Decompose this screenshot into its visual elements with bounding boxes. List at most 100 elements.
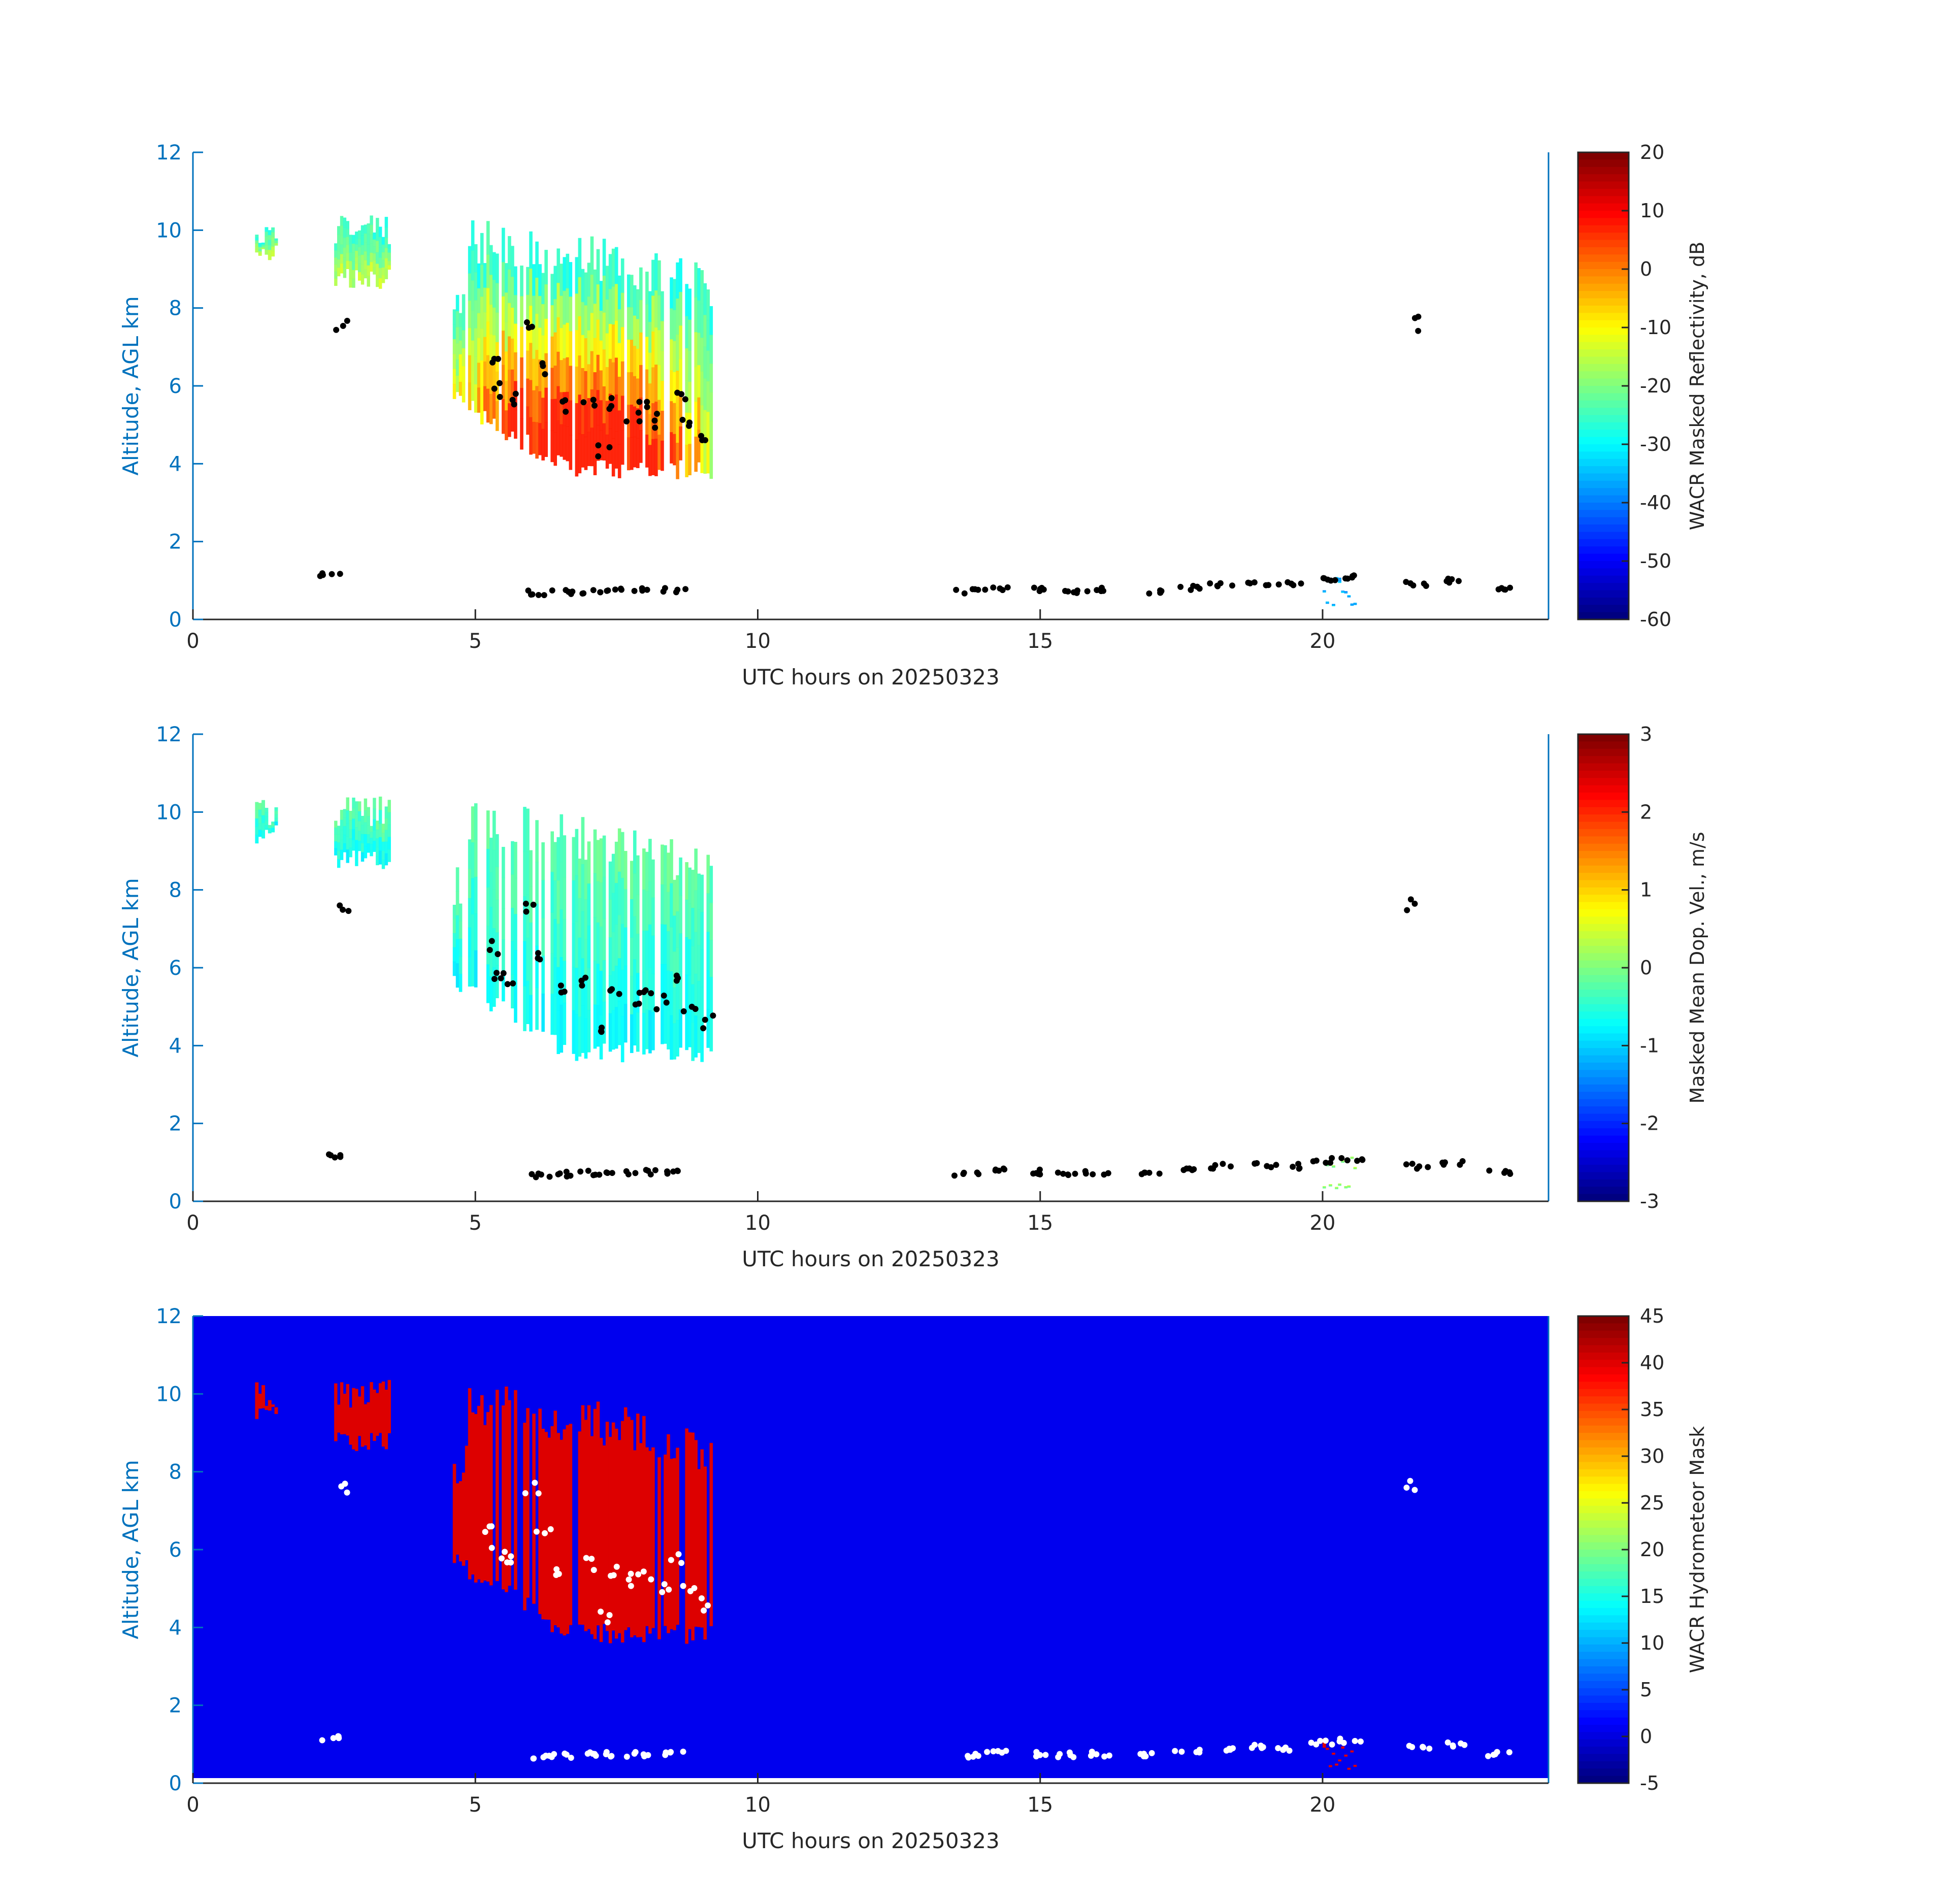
- cloud-base-point: [590, 587, 597, 594]
- velocity-cell: [688, 1011, 692, 1047]
- velocity-cell: [535, 820, 539, 863]
- reflectivity-cell: [1350, 604, 1354, 605]
- reflectivity-cell: [492, 307, 496, 336]
- cloud-base-point: [1344, 1157, 1351, 1164]
- colorbar-step: [1578, 1732, 1629, 1740]
- mask-background: [193, 1316, 1549, 1778]
- colorbar-step: [1578, 261, 1629, 270]
- mask-cell: [556, 1433, 561, 1628]
- x-tick-label: 15: [1027, 1211, 1053, 1235]
- reflectivity-cell: [474, 300, 478, 329]
- cloud-base-point: [984, 1749, 991, 1755]
- colorbar-tick-label: 10: [1640, 200, 1664, 222]
- velocity-cell: [623, 966, 628, 1004]
- reflectivity-cell: [1347, 596, 1351, 597]
- reflectivity-cell: [462, 348, 466, 367]
- colorbar-step: [1578, 1418, 1629, 1426]
- colorbar-step: [1578, 605, 1629, 613]
- mask-cell: [367, 1402, 370, 1450]
- velocity-cell: [572, 837, 576, 881]
- colorbar-tick-label: -10: [1640, 316, 1671, 339]
- cloud-base-point: [563, 587, 569, 594]
- colorbar-step: [1578, 836, 1629, 844]
- velocity-cell: [664, 964, 667, 1004]
- velocity-cell: [255, 802, 259, 811]
- velocity-cell: [502, 970, 505, 1002]
- velocity-cell: [676, 911, 679, 948]
- reflectivity-cell: [458, 326, 463, 341]
- velocity-cell: [523, 851, 526, 897]
- reflectivity-cell: [706, 350, 710, 382]
- reflectivity-cell: [502, 296, 505, 331]
- colorbar-step: [1578, 247, 1629, 255]
- y-tick-label: 8: [169, 879, 182, 902]
- reflectivity-cell: [538, 264, 542, 297]
- velocity-cell: [676, 1020, 679, 1057]
- reflectivity-cell: [367, 254, 370, 266]
- velocity-cell: [468, 957, 472, 987]
- reflectivity-cell: [483, 337, 487, 362]
- cloud-base-point: [542, 1530, 548, 1536]
- reflectivity-cell: [1344, 591, 1348, 592]
- colorbar-step: [1578, 291, 1629, 299]
- velocity-cell: [373, 819, 376, 831]
- cloud-base-point: [1030, 1170, 1037, 1177]
- reflectivity-cell: [373, 239, 376, 247]
- reflectivity-cell: [508, 236, 511, 270]
- mask-cell: [265, 1405, 269, 1410]
- velocity-cell: [550, 994, 554, 1035]
- reflectivity-cell: [455, 327, 459, 344]
- velocity-cell: [661, 964, 664, 1005]
- colorbar-step: [1578, 378, 1629, 386]
- colorbar-step: [1578, 1150, 1629, 1158]
- cloud-base-point: [1146, 590, 1153, 597]
- reflectivity-cell: [630, 437, 634, 470]
- reflectivity-cell: [337, 226, 341, 235]
- colorbar-step: [1578, 539, 1629, 547]
- cloud-base-point: [491, 385, 498, 392]
- velocity-cell: [642, 890, 646, 931]
- reflectivity-cell: [360, 265, 365, 275]
- velocity-cell: [572, 880, 576, 924]
- velocity-cell: [268, 831, 272, 834]
- colorbar-step: [1578, 1345, 1629, 1353]
- velocity-cell: [387, 837, 391, 850]
- reflectivity-cell: [1344, 592, 1348, 593]
- mask-cell: [258, 1393, 262, 1409]
- reflectivity-cell: [343, 227, 347, 238]
- mask-cell: [596, 1401, 600, 1626]
- reflectivity-cell: [373, 246, 376, 254]
- reflectivity-cell: [511, 338, 514, 370]
- velocity-cell: [623, 850, 628, 890]
- cloud-base-point: [319, 572, 326, 578]
- cloud-base-point: [608, 395, 615, 402]
- reflectivity-cell: [378, 247, 382, 258]
- velocity-cell: [364, 810, 368, 823]
- velocity-cell: [535, 904, 539, 946]
- reflectivity-cell: [496, 401, 499, 431]
- velocity-cell: [575, 829, 579, 876]
- colorbar-step: [1578, 1586, 1629, 1594]
- reflectivity-cell: [661, 321, 664, 351]
- reflectivity-cell: [620, 430, 624, 465]
- reflectivity-cell: [611, 286, 615, 325]
- mask-cell: [465, 1446, 469, 1560]
- reflectivity-cell: [1353, 603, 1357, 604]
- reflectivity-cell: [633, 315, 637, 346]
- reflectivity-cell: [258, 245, 262, 248]
- reflectivity-cell: [676, 262, 679, 299]
- reflectivity-cell: [340, 244, 344, 254]
- velocity-cell: [486, 848, 490, 888]
- colorbar-step: [1578, 1338, 1629, 1346]
- velocity-cell: [642, 848, 646, 890]
- velocity-cell: [1344, 1186, 1348, 1187]
- colorbar-step: [1578, 793, 1629, 801]
- velocity-cell: [541, 842, 545, 881]
- y-tick-label: 6: [169, 957, 182, 980]
- cloud-base-point: [598, 1608, 604, 1615]
- colorbar-step: [1578, 1659, 1629, 1667]
- reflectivity-cell: [483, 362, 487, 387]
- colorbar-step: [1578, 327, 1629, 336]
- velocity-cell: [617, 828, 621, 872]
- velocity-cell: [679, 895, 682, 934]
